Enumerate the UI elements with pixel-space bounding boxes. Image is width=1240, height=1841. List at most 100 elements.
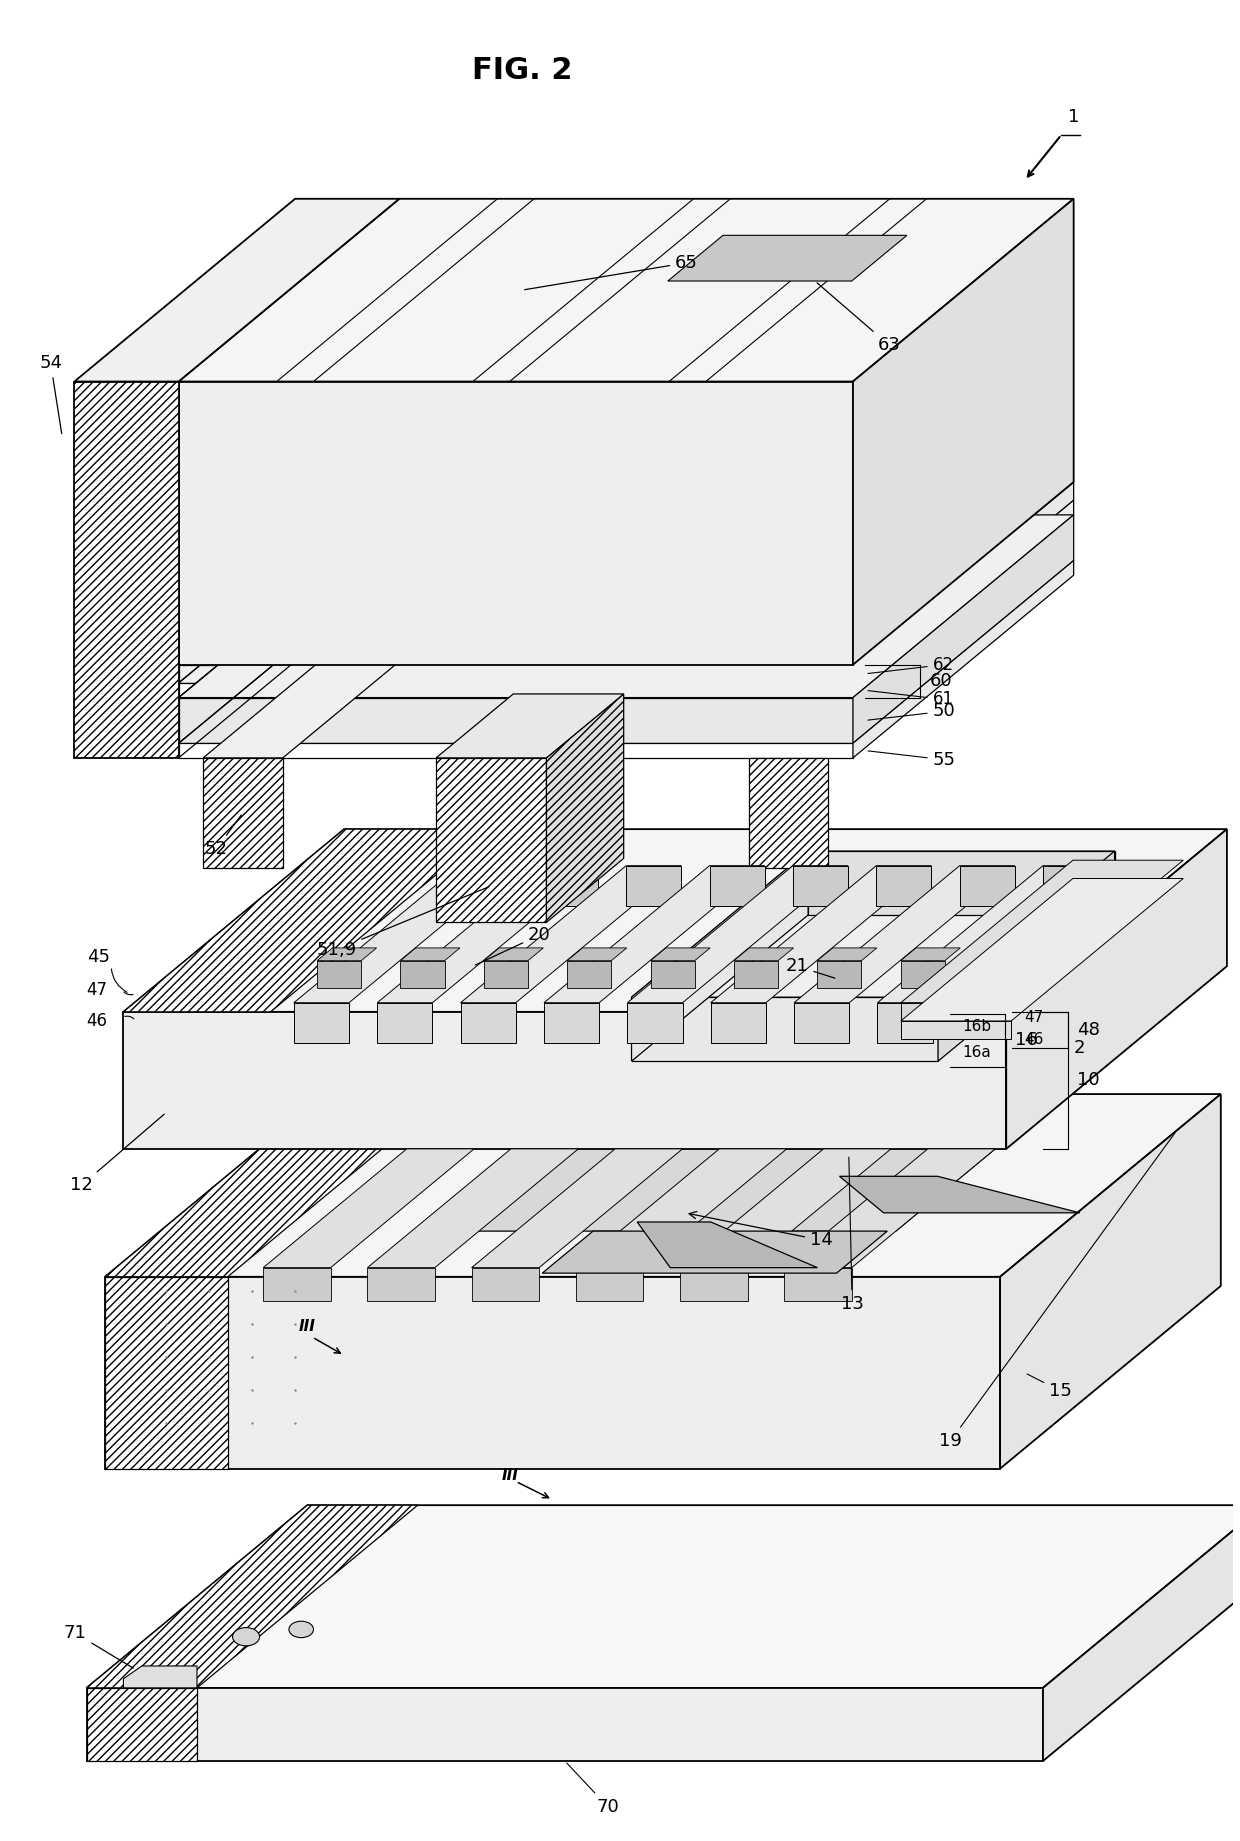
Polygon shape	[401, 948, 460, 961]
Text: 47: 47	[1024, 1011, 1044, 1025]
Polygon shape	[631, 998, 937, 1060]
Polygon shape	[87, 1506, 1240, 1688]
Polygon shape	[631, 851, 808, 1060]
Polygon shape	[203, 758, 283, 867]
Polygon shape	[317, 948, 377, 961]
Polygon shape	[853, 515, 1074, 744]
Polygon shape	[651, 961, 694, 989]
Polygon shape	[377, 1003, 433, 1042]
Polygon shape	[794, 865, 1014, 1003]
Ellipse shape	[289, 1622, 314, 1638]
Polygon shape	[709, 865, 765, 906]
Text: 20: 20	[475, 926, 551, 965]
Polygon shape	[680, 1268, 748, 1300]
Polygon shape	[367, 1268, 435, 1300]
Text: 13: 13	[841, 1158, 863, 1313]
Text: 71: 71	[63, 1624, 134, 1668]
Ellipse shape	[233, 1627, 259, 1646]
Text: III: III	[501, 1469, 518, 1484]
Polygon shape	[179, 683, 853, 698]
Polygon shape	[853, 501, 1074, 698]
Polygon shape	[784, 1268, 852, 1300]
Polygon shape	[294, 1003, 348, 1042]
Polygon shape	[900, 1003, 1011, 1022]
Polygon shape	[179, 515, 1074, 698]
Polygon shape	[627, 865, 848, 1003]
Polygon shape	[124, 1013, 1006, 1149]
Polygon shape	[808, 851, 1115, 915]
Polygon shape	[900, 948, 960, 961]
Text: 16: 16	[1016, 1031, 1038, 1049]
Polygon shape	[575, 1268, 644, 1300]
Polygon shape	[794, 1003, 849, 1042]
Text: 16a: 16a	[962, 1044, 991, 1060]
Text: 54: 54	[40, 353, 62, 434]
Polygon shape	[631, 851, 1115, 998]
Polygon shape	[900, 961, 945, 989]
Polygon shape	[401, 961, 445, 989]
Polygon shape	[367, 1149, 578, 1268]
Text: 50: 50	[868, 701, 955, 720]
Polygon shape	[105, 1278, 1001, 1469]
Polygon shape	[105, 1278, 228, 1469]
Polygon shape	[626, 865, 681, 906]
Polygon shape	[937, 851, 1115, 1060]
Polygon shape	[734, 948, 794, 961]
Polygon shape	[87, 1688, 197, 1762]
Polygon shape	[817, 961, 862, 989]
Polygon shape	[877, 865, 931, 906]
Polygon shape	[74, 381, 179, 758]
Text: 2: 2	[1074, 1040, 1085, 1057]
Polygon shape	[567, 948, 626, 961]
Polygon shape	[900, 860, 1183, 1003]
Polygon shape	[543, 865, 598, 906]
Text: 52: 52	[205, 816, 242, 858]
Text: 63: 63	[817, 284, 900, 353]
Text: 16b: 16b	[962, 1018, 992, 1035]
Text: 61: 61	[868, 690, 954, 709]
Polygon shape	[124, 828, 491, 1013]
Polygon shape	[1043, 865, 1099, 906]
Polygon shape	[711, 865, 931, 1003]
Polygon shape	[430, 1145, 999, 1232]
Polygon shape	[668, 236, 906, 282]
Polygon shape	[878, 1003, 932, 1042]
Text: 65: 65	[525, 254, 698, 289]
Polygon shape	[74, 199, 399, 381]
Polygon shape	[792, 865, 848, 906]
Text: 62: 62	[868, 655, 954, 674]
Text: 1: 1	[1068, 109, 1079, 125]
Polygon shape	[817, 948, 877, 961]
Polygon shape	[960, 865, 1014, 906]
Text: FIG. 2: FIG. 2	[471, 57, 572, 85]
Polygon shape	[839, 1176, 1080, 1213]
Polygon shape	[179, 381, 853, 665]
Polygon shape	[436, 758, 547, 922]
Text: 46: 46	[87, 1013, 108, 1029]
Polygon shape	[317, 961, 361, 989]
Polygon shape	[784, 1149, 996, 1268]
Polygon shape	[87, 1506, 418, 1688]
Polygon shape	[460, 1003, 516, 1042]
Polygon shape	[878, 865, 1099, 1003]
Polygon shape	[203, 574, 503, 758]
Polygon shape	[637, 1222, 817, 1268]
Polygon shape	[544, 865, 765, 1003]
Polygon shape	[459, 865, 515, 906]
Text: 10: 10	[1078, 1071, 1100, 1090]
Text: 60: 60	[930, 672, 952, 690]
Polygon shape	[711, 1003, 766, 1042]
Polygon shape	[1001, 1094, 1221, 1469]
Polygon shape	[900, 1022, 1011, 1040]
Text: III: III	[299, 1318, 316, 1333]
Text: 48: 48	[1078, 1022, 1100, 1038]
Polygon shape	[124, 1666, 197, 1688]
Polygon shape	[484, 948, 543, 961]
Polygon shape	[1006, 828, 1226, 1149]
Polygon shape	[436, 694, 624, 758]
Polygon shape	[853, 560, 1074, 758]
Polygon shape	[627, 1003, 682, 1042]
Polygon shape	[484, 961, 528, 989]
Text: 47: 47	[87, 981, 108, 1000]
Polygon shape	[542, 1232, 888, 1274]
